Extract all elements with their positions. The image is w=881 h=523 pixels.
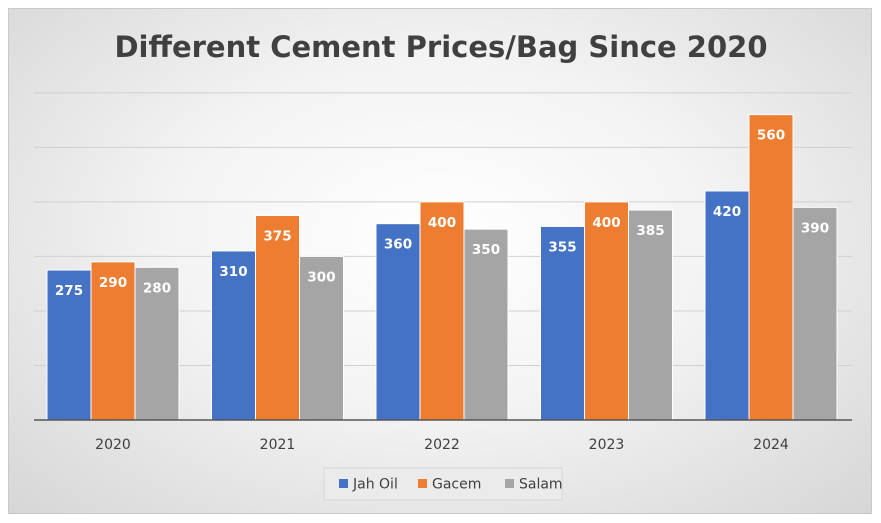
chart-frame: Different Cement Prices/Bag Since 2020 2…	[8, 8, 872, 514]
legend-entry[interactable]: Salam	[519, 477, 563, 493]
data-label: 385	[636, 223, 664, 239]
chart-title: Different Cement Prices/Bag Since 2020	[114, 30, 767, 64]
bar[interactable]	[792, 206, 838, 421]
x-tick-label: 2020	[95, 437, 131, 453]
bar[interactable]	[299, 255, 344, 421]
legend[interactable]: Jah Oil Gacem Salam	[323, 467, 563, 501]
x-tick-label: 2024	[753, 437, 789, 453]
bar-chart: Different Cement Prices/Bag Since 2020 2…	[34, 30, 852, 501]
bars	[46, 114, 838, 421]
bar[interactable]	[134, 266, 180, 421]
legend-swatch	[418, 479, 427, 488]
x-tick-label: 2022	[424, 437, 460, 453]
bar[interactable]	[211, 250, 256, 421]
data-label: 360	[384, 237, 412, 253]
legend-box	[323, 467, 563, 501]
data-label: 390	[801, 220, 829, 236]
legend-entry[interactable]: Gacem	[432, 477, 481, 493]
data-label: 300	[307, 269, 335, 285]
bar[interactable]	[748, 114, 794, 421]
x-tick-label: 2023	[589, 437, 625, 453]
legend-swatch	[505, 479, 514, 488]
bar[interactable]	[704, 190, 750, 421]
data-label: 355	[548, 239, 576, 255]
bar[interactable]	[628, 209, 673, 421]
bar[interactable]	[255, 215, 300, 421]
x-axis-ticks: 2020 2021 2022 2023 2024	[95, 437, 789, 453]
data-label: 400	[428, 215, 456, 231]
data-label: 375	[263, 229, 291, 245]
bar[interactable]	[375, 223, 421, 421]
legend-swatch	[339, 479, 348, 488]
bar[interactable]	[419, 201, 465, 421]
legend-entry[interactable]: Jah Oil	[352, 477, 398, 493]
data-label: 310	[219, 264, 247, 280]
data-label: 290	[99, 275, 127, 291]
data-label: 280	[143, 280, 171, 296]
bar[interactable]	[584, 201, 629, 421]
data-labels: 275 290 280 310 375 300 360 400 350 355 400 385 420 5…	[55, 128, 829, 299]
x-tick-label: 2021	[260, 437, 296, 453]
data-label: 275	[55, 283, 83, 299]
bar[interactable]	[463, 228, 509, 421]
data-label: 350	[472, 242, 500, 258]
data-label: 400	[592, 215, 620, 231]
data-label: 560	[757, 128, 785, 144]
bar[interactable]	[540, 225, 585, 421]
data-label: 420	[713, 204, 741, 220]
